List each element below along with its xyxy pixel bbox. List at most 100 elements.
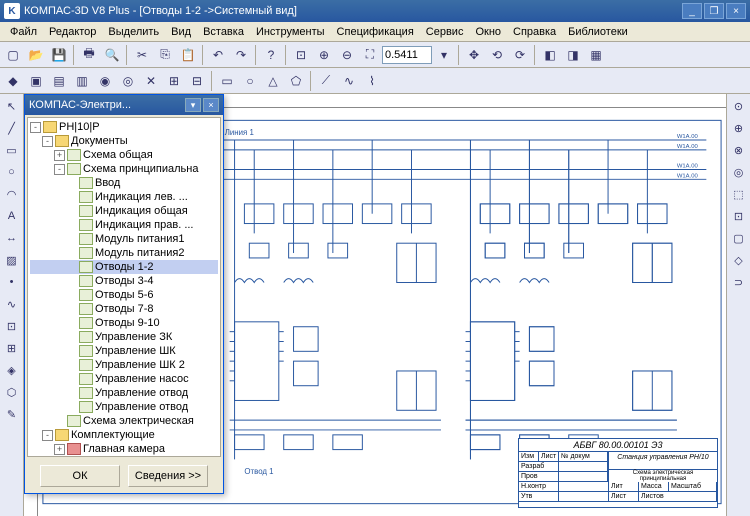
tree-item[interactable]: -Документы (30, 134, 218, 148)
tool-icon[interactable]: ▦ (585, 44, 607, 66)
panel-pin-icon[interactable]: ▾ (185, 98, 201, 112)
tree-item[interactable]: Индикация лев. ... (30, 190, 218, 204)
snap-icon[interactable]: ⬚ (729, 184, 749, 204)
snap-icon[interactable]: ⊗ (729, 140, 749, 160)
tree-item[interactable]: Отводы 5-6 (30, 288, 218, 302)
tool-icon[interactable]: ⊡ (2, 316, 22, 336)
menu-item[interactable]: Справка (507, 24, 562, 40)
close-button[interactable]: × (726, 3, 746, 19)
tree-item[interactable]: Управление ШК (30, 344, 218, 358)
undo-icon[interactable]: ↶ (207, 44, 229, 66)
tree-item[interactable]: Управление ЗК (30, 330, 218, 344)
menu-item[interactable]: Редактор (43, 24, 102, 40)
tree-item[interactable]: Отводы 7-8 (30, 302, 218, 316)
tool-icon[interactable]: ◈ (2, 360, 22, 380)
cut-icon[interactable]: ✂ (131, 44, 153, 66)
tree-item[interactable]: -Схема принципиальна (30, 162, 218, 176)
tree-item[interactable]: Индикация прав. ... (30, 218, 218, 232)
snap-icon[interactable]: ◎ (729, 162, 749, 182)
tree-item[interactable]: +Схема общая (30, 148, 218, 162)
dim-icon[interactable]: ↔ (2, 228, 22, 248)
zoom-fit-icon[interactable]: ⛶ (359, 44, 381, 66)
tool-icon[interactable]: ⊞ (2, 338, 22, 358)
zoom-in-icon[interactable]: ⊕ (313, 44, 335, 66)
panel-titlebar[interactable]: КОМПАС-Электри... ▾ × (25, 95, 223, 115)
tool-icon[interactable]: △ (262, 70, 284, 92)
rect-icon[interactable]: ▭ (2, 140, 22, 160)
library-panel[interactable]: КОМПАС-Электри... ▾ × -PH|10|P-Документы… (24, 94, 224, 494)
tree-item[interactable]: -Комплектующие (30, 428, 218, 442)
tree-item[interactable]: Модуль питания2 (30, 246, 218, 260)
menu-item[interactable]: Окно (469, 24, 507, 40)
zoom-drop-icon[interactable]: ▾ (433, 44, 455, 66)
tree-item[interactable]: Схема электрическая (30, 414, 218, 428)
menu-item[interactable]: Библиотеки (562, 24, 634, 40)
tree-item[interactable]: +Главная камера (30, 442, 218, 456)
tool-icon[interactable]: ✕ (140, 70, 162, 92)
arc-icon[interactable]: ◠ (2, 184, 22, 204)
minimize-button[interactable]: _ (682, 3, 702, 19)
copy-icon[interactable]: ⎘ (154, 44, 176, 66)
tree-view[interactable]: -PH|10|P-Документы+Схема общая-Схема при… (27, 117, 221, 457)
tool-icon[interactable]: ◧ (539, 44, 561, 66)
tree-item[interactable]: Управление отвод (30, 386, 218, 400)
open-icon[interactable]: 📂 (25, 44, 47, 66)
snap-icon[interactable]: ⊙ (729, 96, 749, 116)
text-icon[interactable]: A (2, 206, 22, 226)
menu-item[interactable]: Вид (165, 24, 197, 40)
drawing-canvas[interactable]: АБВГ 80 00 Линия 1 W1A.00 W1A.00 W1A.00 … (24, 94, 726, 516)
tree-item[interactable]: +Камера ввода (30, 456, 218, 457)
menu-item[interactable]: Вставка (197, 24, 250, 40)
circle-icon[interactable]: ○ (2, 162, 22, 182)
menu-item[interactable]: Спецификация (331, 24, 420, 40)
menu-item[interactable]: Инструменты (250, 24, 331, 40)
snap-icon[interactable]: ⊕ (729, 118, 749, 138)
new-icon[interactable]: ▢ (2, 44, 24, 66)
maximize-button[interactable]: ❐ (704, 3, 724, 19)
save-icon[interactable]: 💾 (48, 44, 70, 66)
tool-icon[interactable]: ⬡ (2, 382, 22, 402)
zoom-field[interactable]: 0.5411 (382, 46, 432, 64)
ok-button[interactable]: ОК (40, 465, 120, 487)
hatch-icon[interactable]: ▨ (2, 250, 22, 270)
tool-icon[interactable]: ◨ (562, 44, 584, 66)
tool-icon[interactable]: ▥ (71, 70, 93, 92)
zoom-out-icon[interactable]: ⊖ (336, 44, 358, 66)
tool-icon[interactable]: ◉ (94, 70, 116, 92)
tool-icon[interactable]: ▣ (25, 70, 47, 92)
rotate-icon[interactable]: ⟲ (486, 44, 508, 66)
preview-icon[interactable]: 🔍 (101, 44, 123, 66)
tree-item[interactable]: -PH|10|P (30, 120, 218, 134)
spline-icon[interactable]: ∿ (2, 294, 22, 314)
tool-icon[interactable]: ⊞ (163, 70, 185, 92)
point-icon[interactable]: • (2, 272, 22, 292)
tool-icon[interactable]: ⌇ (361, 70, 383, 92)
tree-item[interactable]: Отводы 3-4 (30, 274, 218, 288)
tree-item[interactable]: Отводы 9-10 (30, 316, 218, 330)
redo-icon[interactable]: ↷ (230, 44, 252, 66)
tool-icon[interactable]: ✎ (2, 404, 22, 424)
refresh-icon[interactable]: ⟳ (509, 44, 531, 66)
tool-icon[interactable]: ◎ (117, 70, 139, 92)
snap-icon[interactable]: ▢ (729, 228, 749, 248)
tool-icon[interactable]: ⬠ (285, 70, 307, 92)
panel-close-icon[interactable]: × (203, 98, 219, 112)
tool-icon[interactable]: ∿ (338, 70, 360, 92)
tool-icon[interactable]: ◆ (2, 70, 24, 92)
menu-item[interactable]: Сервис (420, 24, 470, 40)
menu-item[interactable]: Файл (4, 24, 43, 40)
tree-item[interactable]: Управление насос (30, 372, 218, 386)
tree-item[interactable]: Отводы 1-2 (30, 260, 218, 274)
print-icon[interactable]: 🖶 (78, 44, 100, 66)
tool-icon[interactable]: ⊟ (186, 70, 208, 92)
tree-item[interactable]: Управление отвод (30, 400, 218, 414)
magnet-icon[interactable]: ⊃ (729, 272, 749, 292)
paste-icon[interactable]: 📋 (177, 44, 199, 66)
snap-icon[interactable]: ◇ (729, 250, 749, 270)
pan-icon[interactable]: ✥ (463, 44, 485, 66)
tool-icon[interactable]: ▭ (216, 70, 238, 92)
info-button[interactable]: Сведения >> (128, 465, 208, 487)
tree-item[interactable]: Индикация общая (30, 204, 218, 218)
zoom-window-icon[interactable]: ⊡ (290, 44, 312, 66)
tool-icon[interactable]: ▤ (48, 70, 70, 92)
